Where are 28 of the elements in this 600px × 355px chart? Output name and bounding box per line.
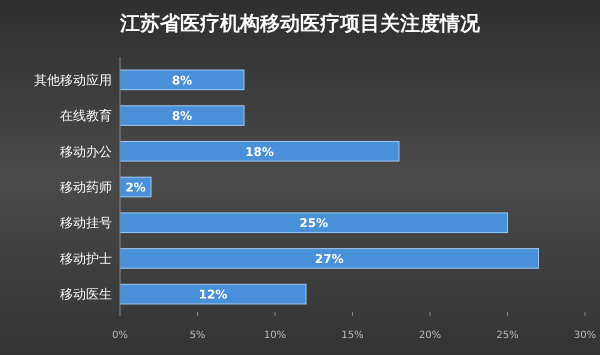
x-tick-label: 20% [418,330,442,341]
x-tick-label: 0% [112,330,128,341]
bar [120,70,244,90]
bar [120,248,539,269]
x-tick-label: 30% [574,330,596,341]
y-tick-label: 在线教育 [60,108,112,124]
bar [120,105,244,126]
y-tick-label: 移动办公 [60,144,112,160]
data-label: 27% [314,252,344,266]
x-tick-label: 15% [341,330,364,341]
data-label: 8% [172,109,192,124]
y-tick-label: 移动挂号 [60,216,112,232]
x-tick-label: 5% [190,330,206,341]
data-label: 8% [172,73,192,88]
data-label: 12% [198,288,228,302]
bar [120,140,400,162]
chart-title: 江苏省医疗机构移动医疗项目关注度情况 [119,11,481,35]
x-tick-label: 25% [496,330,519,341]
y-tick-label: 移动医生 [60,288,112,303]
data-label: 25% [299,216,328,230]
data-label: 18% [245,144,274,159]
x-tick-label: 10% [264,330,286,341]
y-tick-label: 其他移动应用 [34,72,112,88]
y-tick-label: 移动药师 [60,180,112,196]
bar [120,284,306,304]
y-tick-label: 移动护士 [60,252,112,267]
data-label: 2% [125,180,146,194]
bar [120,212,508,234]
